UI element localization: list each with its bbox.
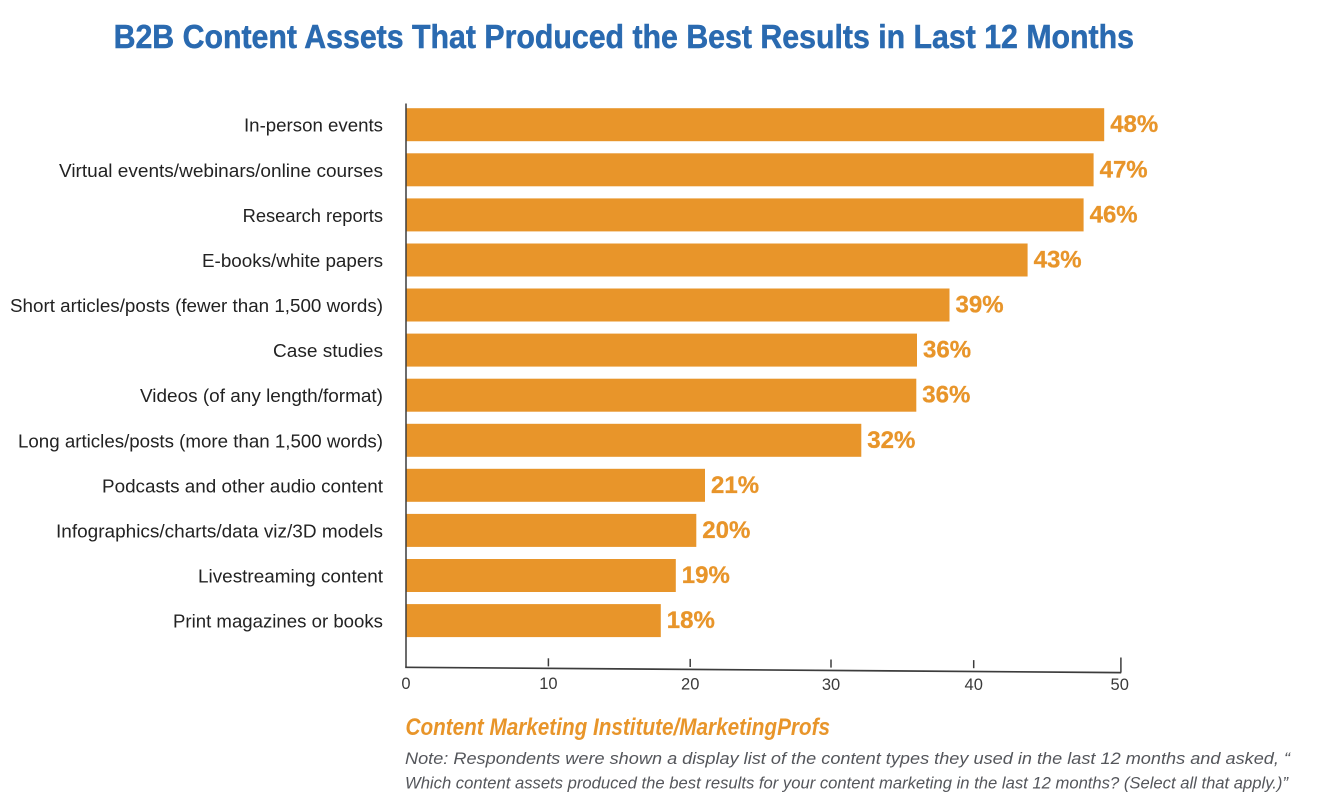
svg-text:Podcasts and other audio conte: Podcasts and other audio content xyxy=(102,476,383,496)
svg-text:Note: Respondents were shown a: Note: Respondents were shown a display l… xyxy=(405,749,1291,768)
svg-text:36%: 36% xyxy=(923,337,971,364)
svg-text:48%: 48% xyxy=(1110,111,1158,138)
svg-text:43%: 43% xyxy=(1034,247,1082,274)
svg-text:Infographics/charts/data viz/3: Infographics/charts/data viz/3D models xyxy=(56,521,383,541)
svg-text:20: 20 xyxy=(681,676,699,694)
svg-text:30: 30 xyxy=(822,676,840,694)
svg-text:Print magazines or books: Print magazines or books xyxy=(173,612,383,632)
svg-text:32%: 32% xyxy=(867,427,915,454)
svg-text:36%: 36% xyxy=(922,382,970,409)
svg-text:In-person events: In-person events xyxy=(244,116,383,136)
svg-text:10: 10 xyxy=(539,675,557,693)
svg-text:E-books/white papers: E-books/white papers xyxy=(202,251,383,271)
svg-text:20%: 20% xyxy=(702,517,750,544)
svg-text:18%: 18% xyxy=(667,607,715,634)
svg-text:Which content assets produced: Which content assets produced the best r… xyxy=(405,774,1289,793)
svg-text:Content Marketing Institute/Ma: Content Marketing Institute/MarketingPro… xyxy=(406,714,831,741)
svg-text:47%: 47% xyxy=(1100,156,1148,183)
svg-text:Long articles/posts (more than: Long articles/posts (more than 1,500 wor… xyxy=(18,431,383,451)
svg-text:50: 50 xyxy=(1111,676,1129,694)
svg-text:Case studies: Case studies xyxy=(273,341,383,361)
svg-text:Livestreaming content: Livestreaming content xyxy=(198,567,383,587)
svg-text:0: 0 xyxy=(401,675,410,693)
svg-text:Short articles/posts (fewer th: Short articles/posts (fewer than 1,500 w… xyxy=(10,296,383,316)
svg-text:39%: 39% xyxy=(956,292,1004,319)
svg-text:19%: 19% xyxy=(682,562,730,589)
svg-text:Virtual events/webinars/online: Virtual events/webinars/online courses xyxy=(59,161,383,181)
svg-text:Videos (of any length/format): Videos (of any length/format) xyxy=(140,386,383,406)
svg-text:Research reports: Research reports xyxy=(243,206,383,226)
svg-text:21%: 21% xyxy=(711,472,759,499)
svg-text:40: 40 xyxy=(965,676,983,694)
svg-text:B2B Content Assets That Produc: B2B Content Assets That Produced the Bes… xyxy=(114,18,1134,55)
svg-text:46%: 46% xyxy=(1090,201,1138,228)
